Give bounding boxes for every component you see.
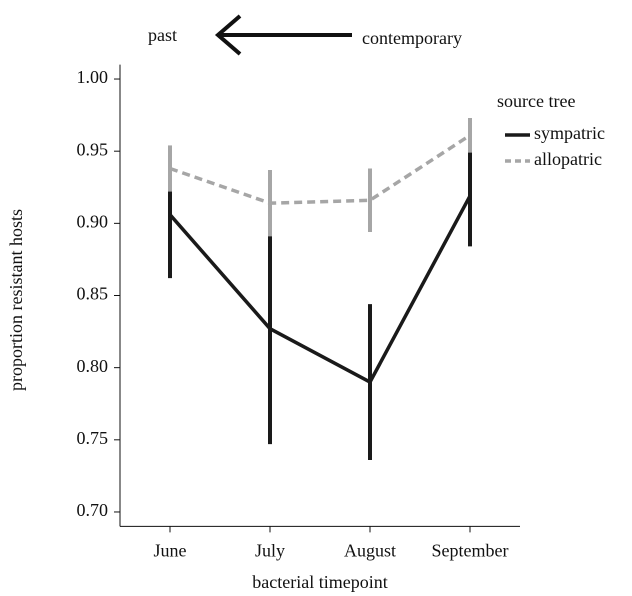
x-tick-label: September: [432, 541, 509, 561]
y-tick-label: 0.85: [77, 284, 109, 304]
y-tick-label: 0.90: [77, 211, 109, 231]
y-tick-label: 1.00: [77, 67, 109, 87]
y-tick-label: 0.70: [77, 500, 109, 520]
y-tick-label: 0.95: [77, 139, 109, 159]
y-axis-label: proportion resistant hosts: [6, 209, 26, 391]
x-tick-label: August: [344, 541, 396, 561]
x-tick-label: July: [255, 541, 285, 561]
legend-label: sympatric: [534, 123, 605, 143]
series-line: [168, 195, 472, 385]
y-tick-label: 0.80: [77, 356, 109, 376]
x-tick-label: June: [154, 541, 187, 561]
y-tick-label: 0.75: [77, 428, 109, 448]
series-line: [169, 133, 471, 205]
time-arrow: [214, 14, 352, 56]
annotation: past: [148, 25, 177, 45]
legend-title: source tree: [497, 91, 575, 111]
legend-label: allopatric: [534, 149, 602, 169]
x-axis-label: bacterial timepoint: [252, 572, 387, 592]
annotation: contemporary: [362, 28, 462, 48]
